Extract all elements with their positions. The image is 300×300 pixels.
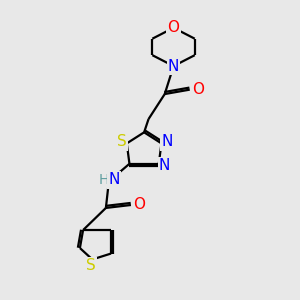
- Text: N: N: [162, 134, 173, 149]
- Text: N: N: [109, 172, 120, 188]
- Text: O: O: [192, 82, 204, 97]
- Text: S: S: [86, 258, 96, 273]
- Text: S: S: [117, 134, 126, 149]
- Text: O: O: [133, 197, 145, 212]
- Text: N: N: [159, 158, 170, 173]
- Text: N: N: [168, 58, 179, 74]
- Text: O: O: [168, 20, 180, 35]
- Text: H: H: [98, 173, 109, 187]
